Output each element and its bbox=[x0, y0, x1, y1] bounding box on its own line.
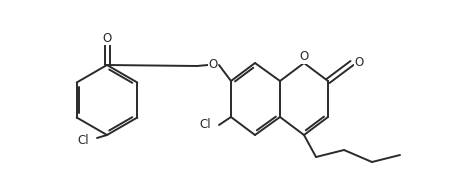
Text: O: O bbox=[299, 50, 309, 64]
Text: O: O bbox=[208, 59, 218, 71]
Text: Cl: Cl bbox=[77, 135, 89, 147]
Text: O: O bbox=[354, 56, 364, 70]
Text: O: O bbox=[102, 31, 112, 45]
Text: Cl: Cl bbox=[199, 118, 211, 132]
